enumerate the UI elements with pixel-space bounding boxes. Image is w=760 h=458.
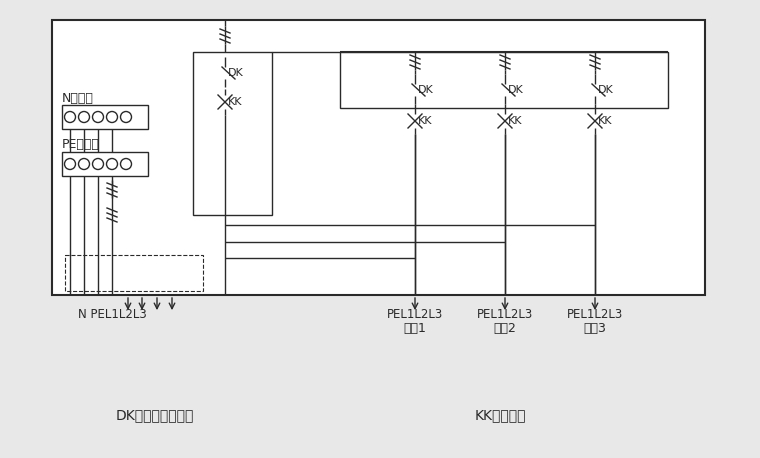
Bar	[65, 255, 203, 291]
Text: KK: KK	[598, 116, 613, 126]
Text: N端子板: N端子板	[62, 92, 94, 104]
Circle shape	[106, 158, 118, 169]
Text: 回路1: 回路1	[404, 322, 426, 335]
Circle shape	[78, 111, 90, 122]
Circle shape	[65, 111, 75, 122]
Text: 回路3: 回路3	[584, 322, 606, 335]
Text: PEL1L2L3: PEL1L2L3	[387, 308, 443, 321]
Bar	[340, 52, 668, 108]
Bar	[62, 152, 148, 176]
Circle shape	[121, 111, 131, 122]
Circle shape	[93, 111, 103, 122]
Text: KK: KK	[228, 97, 242, 107]
Text: DK: DK	[508, 85, 524, 95]
Text: PEL1L2L3: PEL1L2L3	[567, 308, 623, 321]
Text: KK－断路器: KK－断路器	[474, 408, 526, 422]
Circle shape	[78, 158, 90, 169]
Text: N PEL1L2L3: N PEL1L2L3	[78, 308, 147, 321]
Text: DK: DK	[418, 85, 434, 95]
Text: DK: DK	[598, 85, 614, 95]
Bar	[52, 20, 705, 295]
Circle shape	[106, 111, 118, 122]
Bar	[62, 105, 148, 129]
Text: DK: DK	[228, 68, 244, 78]
Text: DK－电源隔离开关: DK－电源隔离开关	[116, 408, 195, 422]
Text: PEL1L2L3: PEL1L2L3	[477, 308, 533, 321]
Circle shape	[65, 158, 75, 169]
Text: 回路2: 回路2	[493, 322, 517, 335]
Bar	[193, 52, 272, 215]
Text: PE端子板: PE端子板	[62, 138, 100, 152]
Circle shape	[93, 158, 103, 169]
Text: KK: KK	[418, 116, 432, 126]
Text: KK: KK	[508, 116, 523, 126]
Circle shape	[121, 158, 131, 169]
